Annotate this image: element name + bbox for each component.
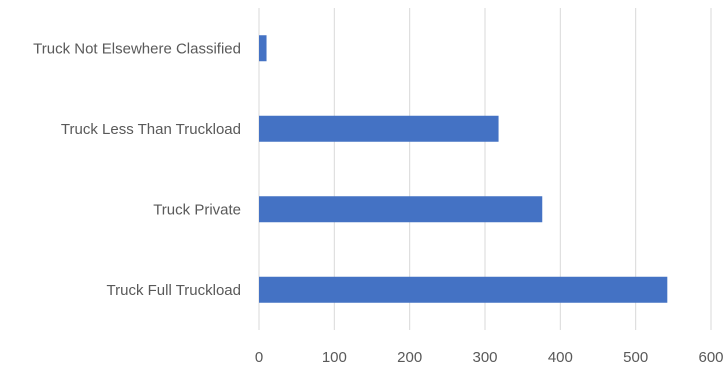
x-tick-label: 600 (698, 349, 723, 366)
x-tick-label: 400 (548, 349, 573, 366)
category-label: Truck Private (153, 201, 241, 218)
x-tick-label: 500 (623, 349, 648, 366)
category-label: Truck Full Truckload (107, 282, 241, 299)
bar-truck-private (259, 196, 543, 223)
bar-truck-less-than-truckload (259, 115, 499, 142)
category-labels: Truck Not Elsewhere Classified Truck Less… (33, 40, 241, 299)
x-tick-label: 300 (472, 349, 497, 366)
bar-truck-full-truckload (259, 276, 668, 303)
x-tick-label: 100 (322, 349, 347, 366)
bars (259, 35, 668, 303)
x-tick-label: 0 (255, 349, 263, 366)
x-tick-label: 200 (397, 349, 422, 366)
gridlines (258, 8, 712, 330)
category-label: Truck Not Elsewhere Classified (33, 40, 241, 57)
category-label: Truck Less Than Truckload (61, 121, 241, 138)
x-tick-labels: 0 100 200 300 400 500 600 (255, 349, 724, 366)
bar-truck-not-elsewhere-classified (259, 35, 267, 62)
